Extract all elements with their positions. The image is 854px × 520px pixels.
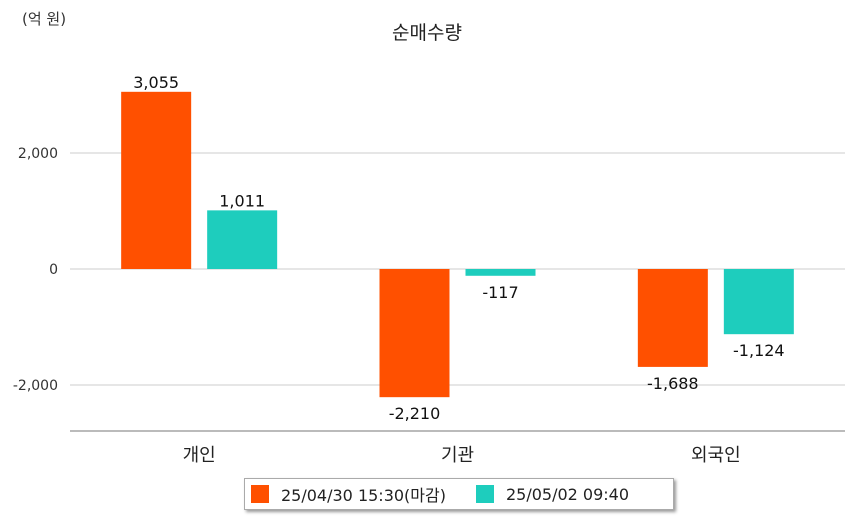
x-tick-label: 기관 <box>441 445 474 466</box>
legend-label-series-2: 25/05/02 09:40 <box>505 484 630 504</box>
data-label: -117 <box>482 283 518 302</box>
bar <box>723 269 794 335</box>
x-tick-label: 외국인 <box>691 445 741 466</box>
bar <box>207 210 278 269</box>
legend-item-series-2[interactable]: 25/05/02 09:40 <box>475 484 630 504</box>
data-label: -1,124 <box>733 341 785 360</box>
data-label: -2,210 <box>389 404 441 423</box>
legend-label-series-1: 25/04/30 15:30(마감) <box>281 486 446 505</box>
x-tick-label: 개인 <box>183 445 216 466</box>
data-label: 3,055 <box>133 73 179 92</box>
bar <box>379 269 450 398</box>
legend-item-series-1[interactable]: 25/04/30 15:30(마감) <box>251 482 446 506</box>
y-tick-label: 2,000 <box>18 146 58 162</box>
legend-swatch-series-2 <box>475 485 494 503</box>
bar <box>465 269 536 276</box>
data-label: 1,011 <box>219 191 265 210</box>
legend: 25/04/30 15:30(마감) 25/05/02 09:40 <box>244 478 674 510</box>
legend-swatch-series-1 <box>251 485 269 503</box>
y-unit-label: (억 원) <box>22 10 67 28</box>
data-label: -1,688 <box>647 374 699 393</box>
bar <box>121 91 192 269</box>
y-tick-label: 0 <box>49 262 58 278</box>
chart-title: 순매수량 <box>392 22 462 44</box>
y-tick-label: -2,000 <box>13 378 58 394</box>
bar <box>637 269 708 367</box>
